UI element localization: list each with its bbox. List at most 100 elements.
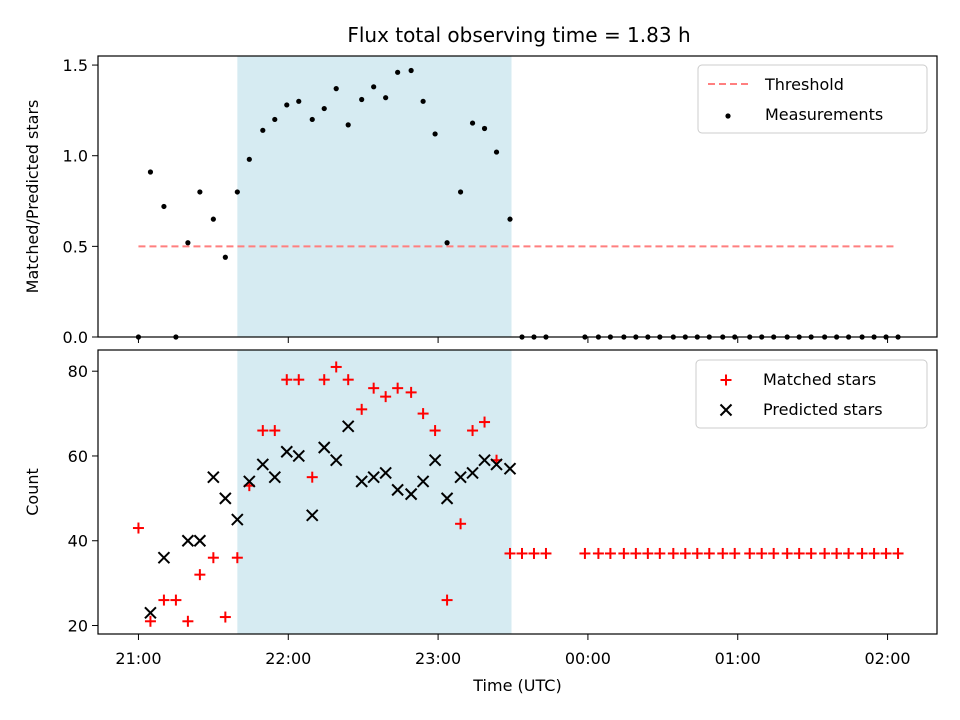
- top-panel: 0.0 0.5 1.0 1.5 Matched/Predicted stars Thres…: [23, 55, 938, 347]
- matched-star-point: [417, 408, 429, 420]
- matched-star-point: [306, 471, 318, 483]
- axes-frame: [97, 55, 938, 338]
- matched-star-point: [654, 547, 666, 559]
- measurement-point: [469, 120, 476, 126]
- measurement-point: [197, 189, 203, 195]
- observing-window-span: [237, 350, 512, 634]
- matched-star-point: [528, 547, 540, 559]
- predicted-star-point: [440, 492, 454, 505]
- matched-star-point: [744, 547, 756, 559]
- matched-star-point: [194, 569, 206, 581]
- measurement-point: [345, 122, 351, 128]
- measurement-point: [333, 86, 339, 92]
- y-tick-label: 1.5: [63, 56, 88, 75]
- matched-star-point: [144, 615, 156, 627]
- legend-box: [697, 64, 928, 134]
- predicted-star-point: [355, 475, 368, 488]
- predicted-star-point: [490, 458, 503, 471]
- predicted-star-point: [367, 470, 380, 484]
- predicted-star-point: [231, 513, 244, 526]
- matched-star-point: [257, 425, 269, 437]
- predicted-star-point: [379, 466, 392, 480]
- predicted-star-point: [280, 445, 293, 458]
- legend-predicted-swatch: [719, 403, 733, 417]
- measurement-point: [493, 149, 500, 155]
- matched-star-point: [479, 416, 491, 428]
- matched-star-point: [618, 547, 630, 559]
- predicted-star-point: [466, 466, 479, 480]
- predicted-star-point: [454, 470, 467, 484]
- matched-star-point: [269, 425, 281, 437]
- predicted-star-point: [181, 534, 195, 547]
- matched-star-point: [579, 547, 591, 559]
- measurement-point: [284, 102, 290, 108]
- matched-star-point: [170, 594, 182, 606]
- predicted-star-point: [428, 454, 442, 467]
- x-tick-label: 01:00: [715, 649, 761, 668]
- matched-star-point: [793, 547, 805, 559]
- measurement-point: [383, 95, 389, 101]
- matched-star-point: [819, 547, 831, 559]
- predicted-star-point: [292, 449, 305, 463]
- measurement-point: [161, 203, 167, 210]
- measurement-point: [321, 105, 327, 112]
- predicted-star-point: [391, 483, 404, 497]
- measurement-point: [222, 254, 228, 260]
- measurement-point: [185, 240, 191, 246]
- measurement-point: [395, 69, 401, 75]
- predicted-star-point: [404, 487, 418, 501]
- predicted-star-point: [318, 441, 331, 454]
- matched-star-point: [717, 547, 729, 559]
- measurement-point: [296, 98, 302, 104]
- legend-measurements-swatch: [725, 113, 731, 119]
- matched-star-point: [604, 547, 616, 559]
- predicted-star-point: [207, 470, 220, 484]
- y-tick-label: 0.0: [63, 328, 88, 347]
- matched-star-point: [441, 594, 453, 606]
- measurement-point: [371, 84, 377, 90]
- matched-star-point: [703, 547, 715, 559]
- legend-top: Threshold Measurements: [697, 64, 928, 134]
- measurement-point: [210, 216, 216, 222]
- matched-star-point: [504, 547, 516, 559]
- predicted-star-point: [243, 475, 256, 488]
- predicted-star-point: [157, 551, 171, 564]
- measurement-point: [309, 116, 315, 123]
- x-tick-label: 21:00: [115, 649, 161, 668]
- matched-star-point: [667, 547, 679, 559]
- matched-star-point: [330, 361, 342, 373]
- matched-star-point: [182, 615, 194, 627]
- y-axis-label: Matched/Predicted stars: [23, 100, 42, 294]
- matched-star-point: [231, 552, 243, 564]
- predicted-star-point: [268, 470, 281, 484]
- legend-measurements-label: Measurements: [765, 105, 883, 124]
- measurement-point: [246, 156, 252, 162]
- matched-star-point: [380, 391, 392, 403]
- predicted-star-point: [478, 454, 491, 467]
- matched-star-point: [892, 547, 904, 559]
- measurement-point: [432, 131, 438, 137]
- measurement-point: [507, 216, 513, 222]
- measurement-point: [147, 169, 154, 175]
- predicted-star-point: [219, 492, 232, 505]
- x-axis-label: Time (UTC): [472, 676, 561, 695]
- measurement-point: [234, 189, 240, 195]
- matched-star-point: [467, 425, 479, 437]
- y-axis-label: Count: [23, 468, 42, 516]
- predicted-star-point: [306, 509, 319, 522]
- matched-star-point: [293, 374, 305, 386]
- matched-star-point: [281, 374, 293, 386]
- predicted-star-point: [341, 420, 355, 433]
- measurement-point: [359, 96, 365, 103]
- predicted-star-point: [416, 475, 430, 488]
- matched-star-point: [356, 403, 368, 415]
- matched-star-point: [219, 611, 231, 623]
- matched-star-point: [756, 547, 768, 559]
- matched-star-point: [342, 374, 354, 386]
- matched-star-point: [856, 547, 868, 559]
- measurement-point: [444, 240, 450, 246]
- x-tick-label: 23:00: [415, 649, 461, 668]
- observing-window-span: [237, 56, 512, 337]
- measurement-point: [420, 98, 426, 104]
- legend-threshold-label: Threshold: [764, 75, 844, 94]
